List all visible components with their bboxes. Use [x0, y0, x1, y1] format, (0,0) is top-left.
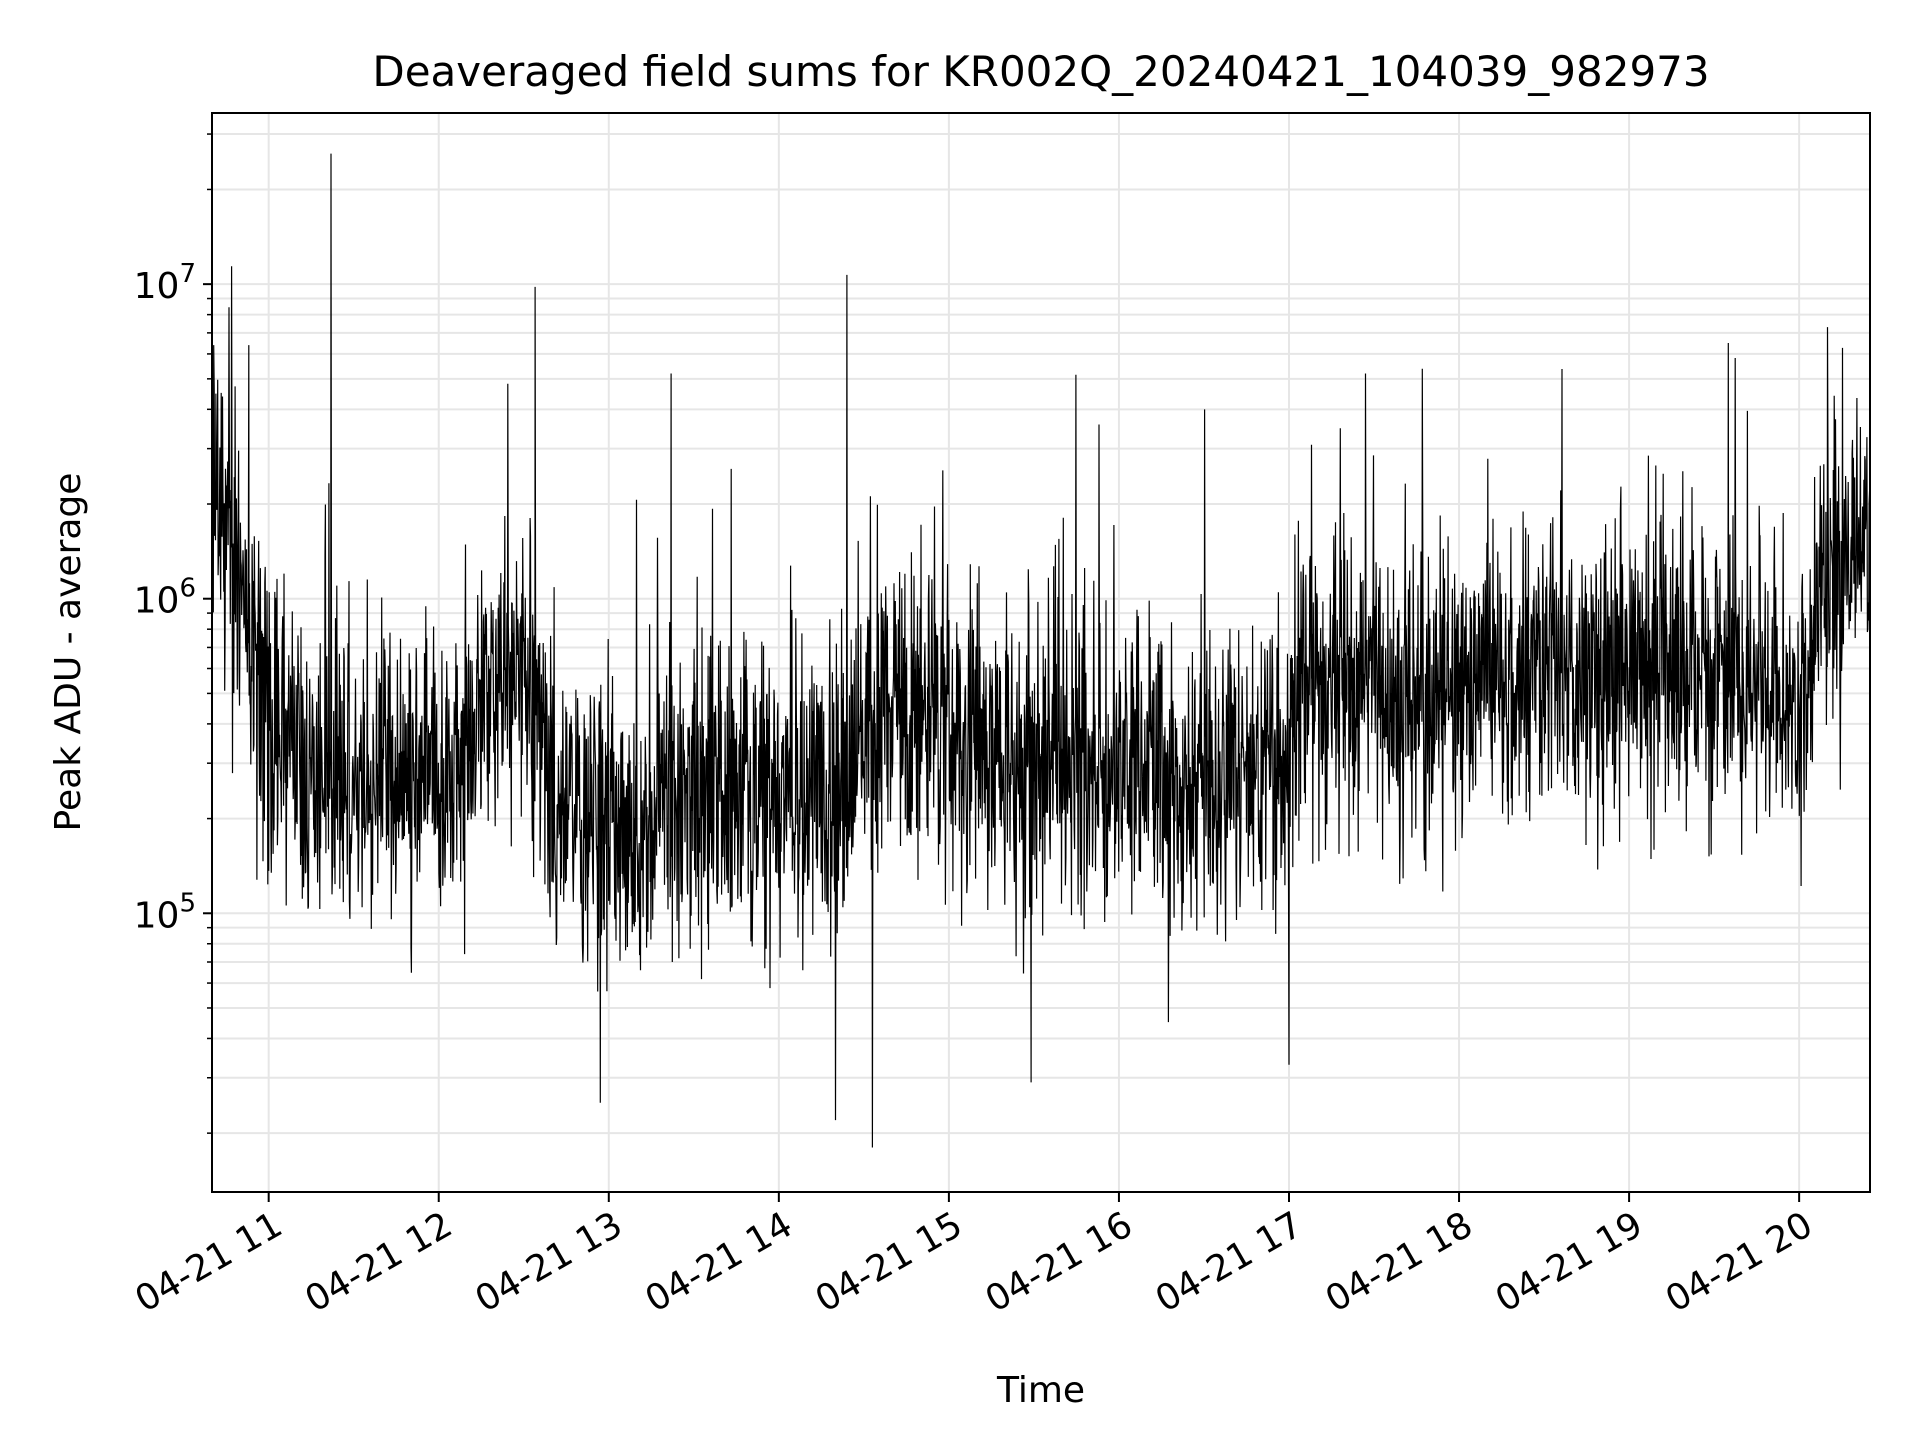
- chart-title: Deaveraged field sums for KR002Q_2024042…: [372, 47, 1709, 96]
- x-axis-label: Time: [996, 1370, 1085, 1411]
- y-tick-label: 107: [134, 259, 196, 307]
- y-axis-ticks: 105 106 107: [134, 259, 212, 936]
- y-tick-label: 105: [134, 888, 196, 936]
- series-line: [211, 153, 1871, 1148]
- plot-frame: [211, 112, 1871, 1193]
- plot-area: [211, 153, 1871, 1148]
- y-tick-label: 106: [134, 574, 196, 622]
- grid: [207, 113, 1870, 1192]
- y-axis-label: Peak ADU - average: [48, 473, 89, 832]
